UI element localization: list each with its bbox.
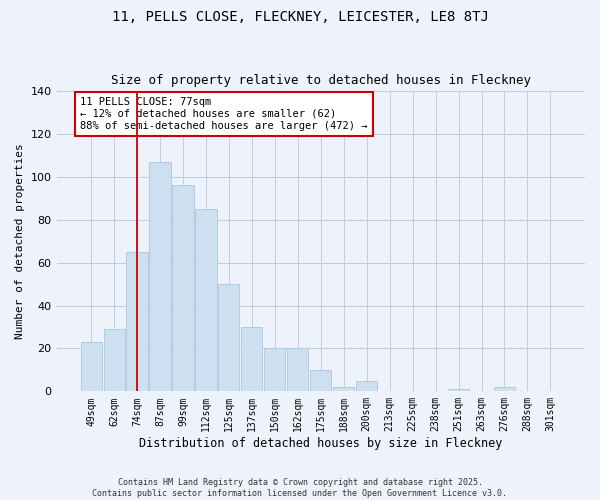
Bar: [287, 348, 308, 392]
Bar: [218, 284, 239, 392]
Bar: [264, 348, 286, 392]
Bar: [448, 389, 469, 392]
Bar: [241, 327, 262, 392]
Bar: [149, 162, 170, 392]
Text: 11 PELLS CLOSE: 77sqm
← 12% of detached houses are smaller (62)
88% of semi-deta: 11 PELLS CLOSE: 77sqm ← 12% of detached …: [80, 98, 368, 130]
Bar: [494, 387, 515, 392]
Text: 11, PELLS CLOSE, FLECKNEY, LEICESTER, LE8 8TJ: 11, PELLS CLOSE, FLECKNEY, LEICESTER, LE…: [112, 10, 488, 24]
Bar: [356, 380, 377, 392]
X-axis label: Distribution of detached houses by size in Fleckney: Distribution of detached houses by size …: [139, 437, 502, 450]
Bar: [172, 186, 194, 392]
Bar: [333, 387, 354, 392]
Text: Contains HM Land Registry data © Crown copyright and database right 2025.
Contai: Contains HM Land Registry data © Crown c…: [92, 478, 508, 498]
Bar: [127, 252, 148, 392]
Title: Size of property relative to detached houses in Fleckney: Size of property relative to detached ho…: [111, 74, 531, 87]
Bar: [80, 342, 101, 392]
Y-axis label: Number of detached properties: Number of detached properties: [15, 144, 25, 339]
Bar: [104, 329, 125, 392]
Bar: [196, 209, 217, 392]
Bar: [310, 370, 331, 392]
